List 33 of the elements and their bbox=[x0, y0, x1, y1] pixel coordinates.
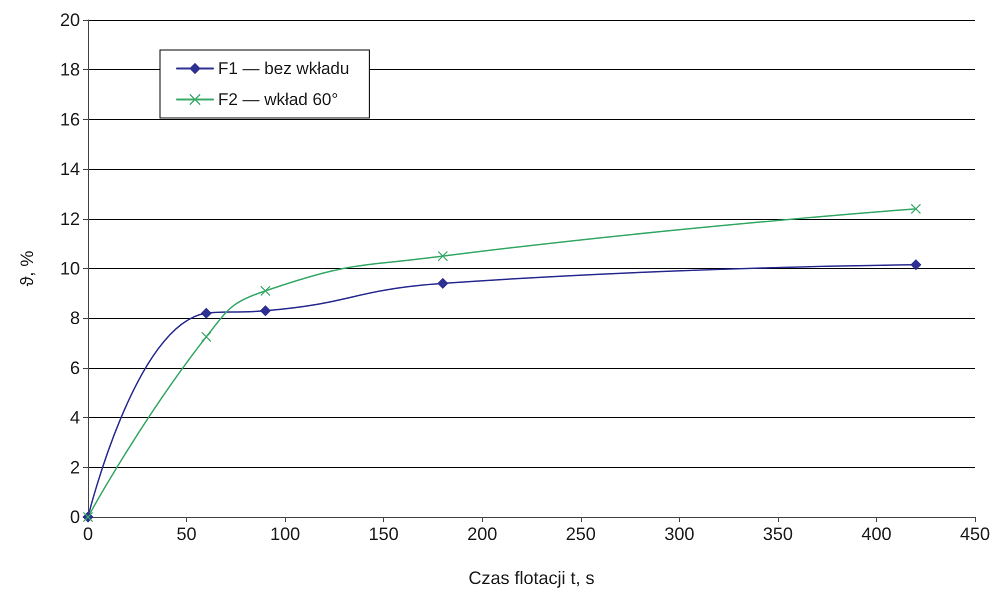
x-axis-title: Czas flotacji t, s bbox=[468, 568, 595, 588]
x-tick-label: 50 bbox=[176, 524, 197, 544]
point bbox=[438, 251, 448, 262]
x-tick-label: 100 bbox=[270, 524, 300, 544]
x-tick-label: 250 bbox=[566, 524, 596, 544]
x-tick-label: 0 bbox=[82, 524, 94, 544]
y-tick-label: 4 bbox=[70, 408, 80, 428]
y-tick-label: 16 bbox=[60, 109, 80, 130]
x-tick-label: 300 bbox=[664, 524, 694, 544]
legend-label: F2 — wkład 60° bbox=[218, 90, 338, 109]
point bbox=[260, 286, 270, 296]
y-axis-title: ϑ, % bbox=[17, 250, 37, 286]
point bbox=[910, 204, 921, 214]
y-tick-label: 20 bbox=[60, 10, 80, 30]
y-tick-label: 2 bbox=[70, 457, 80, 478]
point bbox=[201, 332, 212, 342]
y-tick-label: 8 bbox=[70, 308, 80, 328]
y-tick-label: 18 bbox=[60, 60, 80, 80]
x-tick-label: 200 bbox=[467, 524, 498, 544]
y-tick-label: 6 bbox=[70, 358, 80, 378]
y-tick-label: 12 bbox=[60, 208, 80, 229]
point bbox=[200, 308, 212, 319]
legend-label: F1 — bez wkładu bbox=[218, 59, 350, 78]
point bbox=[910, 259, 922, 270]
point bbox=[437, 278, 448, 289]
x-tick-label: 350 bbox=[762, 524, 793, 544]
y-tick-label: 0 bbox=[70, 507, 80, 527]
x-tick-label: 400 bbox=[861, 524, 892, 544]
point bbox=[260, 305, 271, 316]
y-tick-label: 14 bbox=[60, 159, 80, 180]
x-tick-label: 450 bbox=[960, 524, 990, 544]
y-tick-label: 10 bbox=[60, 258, 80, 278]
x-tick-label: 150 bbox=[368, 524, 399, 544]
